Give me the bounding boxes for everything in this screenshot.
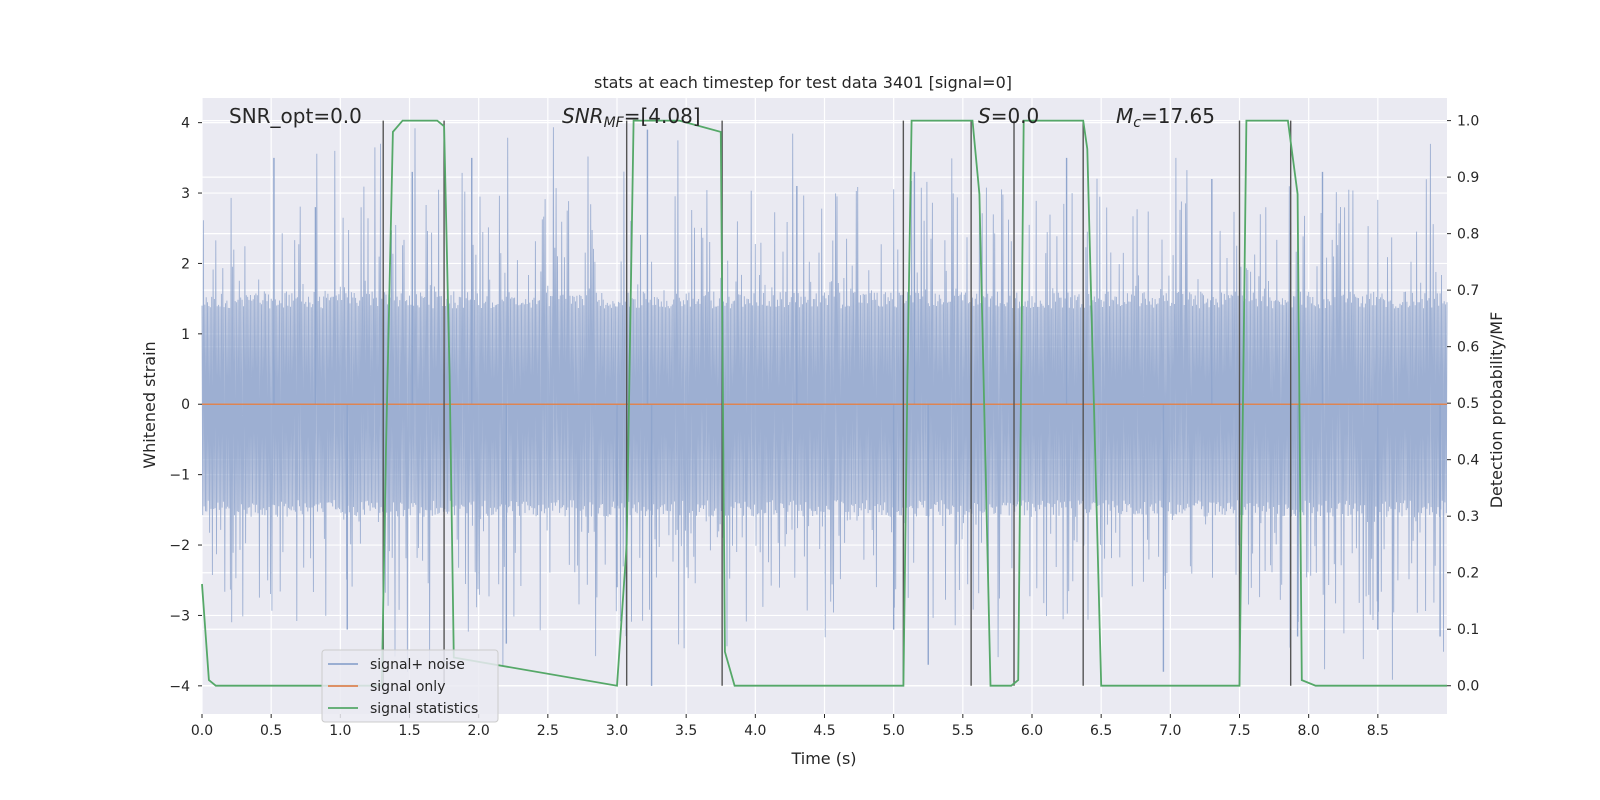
annotation-snr-mf-sub: MF	[604, 115, 625, 131]
x-tick-label: 1.5	[398, 723, 420, 739]
y-tick-label-left: 0	[181, 397, 190, 413]
x-tick-label: 2.5	[537, 723, 559, 739]
y-tick-label-right: 0.8	[1457, 227, 1479, 243]
x-tick-label: 6.5	[1090, 723, 1112, 739]
x-tick-label: 3.5	[675, 723, 697, 739]
x-tick-label: 2.0	[468, 723, 490, 739]
y-tick-label-right: 0.9	[1457, 170, 1479, 186]
y-tick-label-left: −4	[169, 679, 190, 695]
y-tick-label-left: 4	[181, 116, 190, 132]
y-tick-label-left: −2	[169, 538, 190, 554]
x-tick-label: 4.0	[744, 723, 766, 739]
y-tick-label-right: 0.5	[1457, 396, 1479, 412]
annotation-snr-opt: SNR_opt=0.0	[229, 104, 362, 128]
x-tick-label: 6.0	[1021, 723, 1043, 739]
annotation-mc-rest: =17.65	[1141, 104, 1215, 128]
y-tick-label-right: 0.0	[1457, 679, 1479, 695]
y-tick-label-left: −1	[169, 468, 190, 484]
annotations: SNR_opt=0.0 SNRMF=[4.08] S=0.0 Mc=17.65	[229, 104, 1215, 131]
x-tick-label: 7.5	[1228, 723, 1250, 739]
annotation-snr-mf: SNRMF=[4.08]	[562, 104, 701, 131]
y-tick-label-right: 0.2	[1457, 566, 1479, 582]
x-tick-label: 4.5	[813, 723, 835, 739]
y-tick-label-right: 1.0	[1457, 114, 1479, 130]
annotation-mc: Mc=17.65	[1116, 104, 1215, 131]
y-tick-label-left: 3	[181, 186, 190, 202]
annotation-s-base: S	[978, 104, 991, 128]
x-axis-label: Time (s)	[790, 749, 856, 768]
axes: 0.0 0.5 1.0 1.5 2.0 2.5 3.0 3.5 4.0 4.5 5.0 5.5 6.0 6…	[169, 114, 1479, 739]
legend-label: signal+ noise	[370, 657, 465, 673]
annotation-mc-sub: c	[1133, 115, 1141, 131]
annotation-mc-base: M	[1116, 104, 1133, 128]
x-tick-label: 0.5	[260, 723, 282, 739]
y-tick-label-right: 0.7	[1457, 283, 1479, 299]
legend-box	[321, 649, 499, 723]
y-tick-label-left: −3	[169, 608, 190, 624]
x-tick-label: 7.0	[1159, 723, 1181, 739]
series-signal-statistics	[201, 119, 1447, 687]
annotation-snr-mf-base: SNR	[562, 104, 604, 128]
y-axis-label-left: Whitened strain	[140, 341, 159, 468]
legend-label: signal statistics	[370, 701, 478, 717]
y-axis-label-right: Detection probability/MF	[1487, 312, 1506, 509]
annotation-s-rest: =0.0	[991, 104, 1040, 128]
x-tick-label: 5.5	[952, 723, 974, 739]
y-tick-label-right: 0.6	[1457, 340, 1479, 356]
chart-title: stats at each timestep for test data 340…	[594, 73, 1012, 92]
y-tick-label-right: 0.3	[1457, 509, 1479, 525]
x-tick-label: 8.5	[1367, 723, 1389, 739]
x-tick-label: 1.0	[329, 723, 351, 739]
legend: signal+ noise signal only signal statistic…	[321, 649, 499, 723]
series-signal-plus-noise	[201, 127, 1448, 686]
legend-label: signal only	[370, 679, 445, 695]
y-tick-label-right: 0.4	[1457, 453, 1479, 469]
y-tick-label-left: 1	[181, 327, 190, 343]
annotation-s: S=0.0	[978, 104, 1039, 128]
y-tick-label-right: 0.1	[1457, 622, 1479, 638]
x-tick-label: 5.0	[883, 723, 905, 739]
y-tick-label-left: 2	[181, 256, 190, 272]
x-tick-label: 3.0	[606, 723, 628, 739]
signal-statistics-line	[201, 119, 1447, 687]
x-tick-label: 0.0	[191, 723, 213, 739]
x-tick-label: 8.0	[1298, 723, 1320, 739]
annotation-snr-mf-rest: =[4.08]	[624, 104, 701, 128]
